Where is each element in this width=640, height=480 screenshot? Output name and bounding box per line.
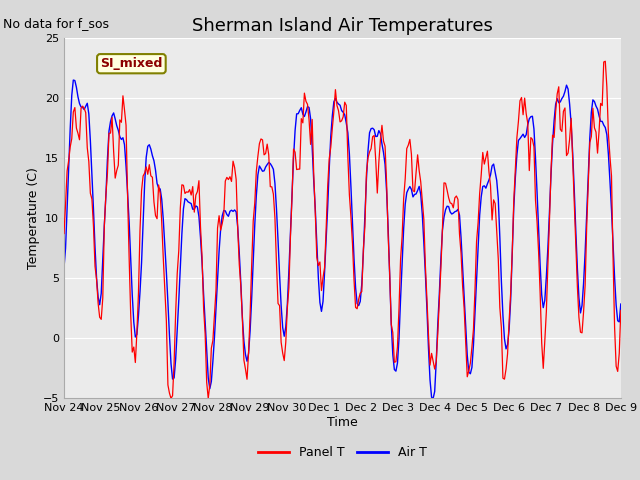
Y-axis label: Temperature (C): Temperature (C) xyxy=(27,168,40,269)
Legend: Panel T, Air T: Panel T, Air T xyxy=(253,441,432,464)
Text: No data for f_sos: No data for f_sos xyxy=(3,17,109,30)
Text: SI_mixed: SI_mixed xyxy=(100,57,163,70)
Title: Sherman Island Air Temperatures: Sherman Island Air Temperatures xyxy=(192,17,493,36)
X-axis label: Time: Time xyxy=(327,416,358,429)
